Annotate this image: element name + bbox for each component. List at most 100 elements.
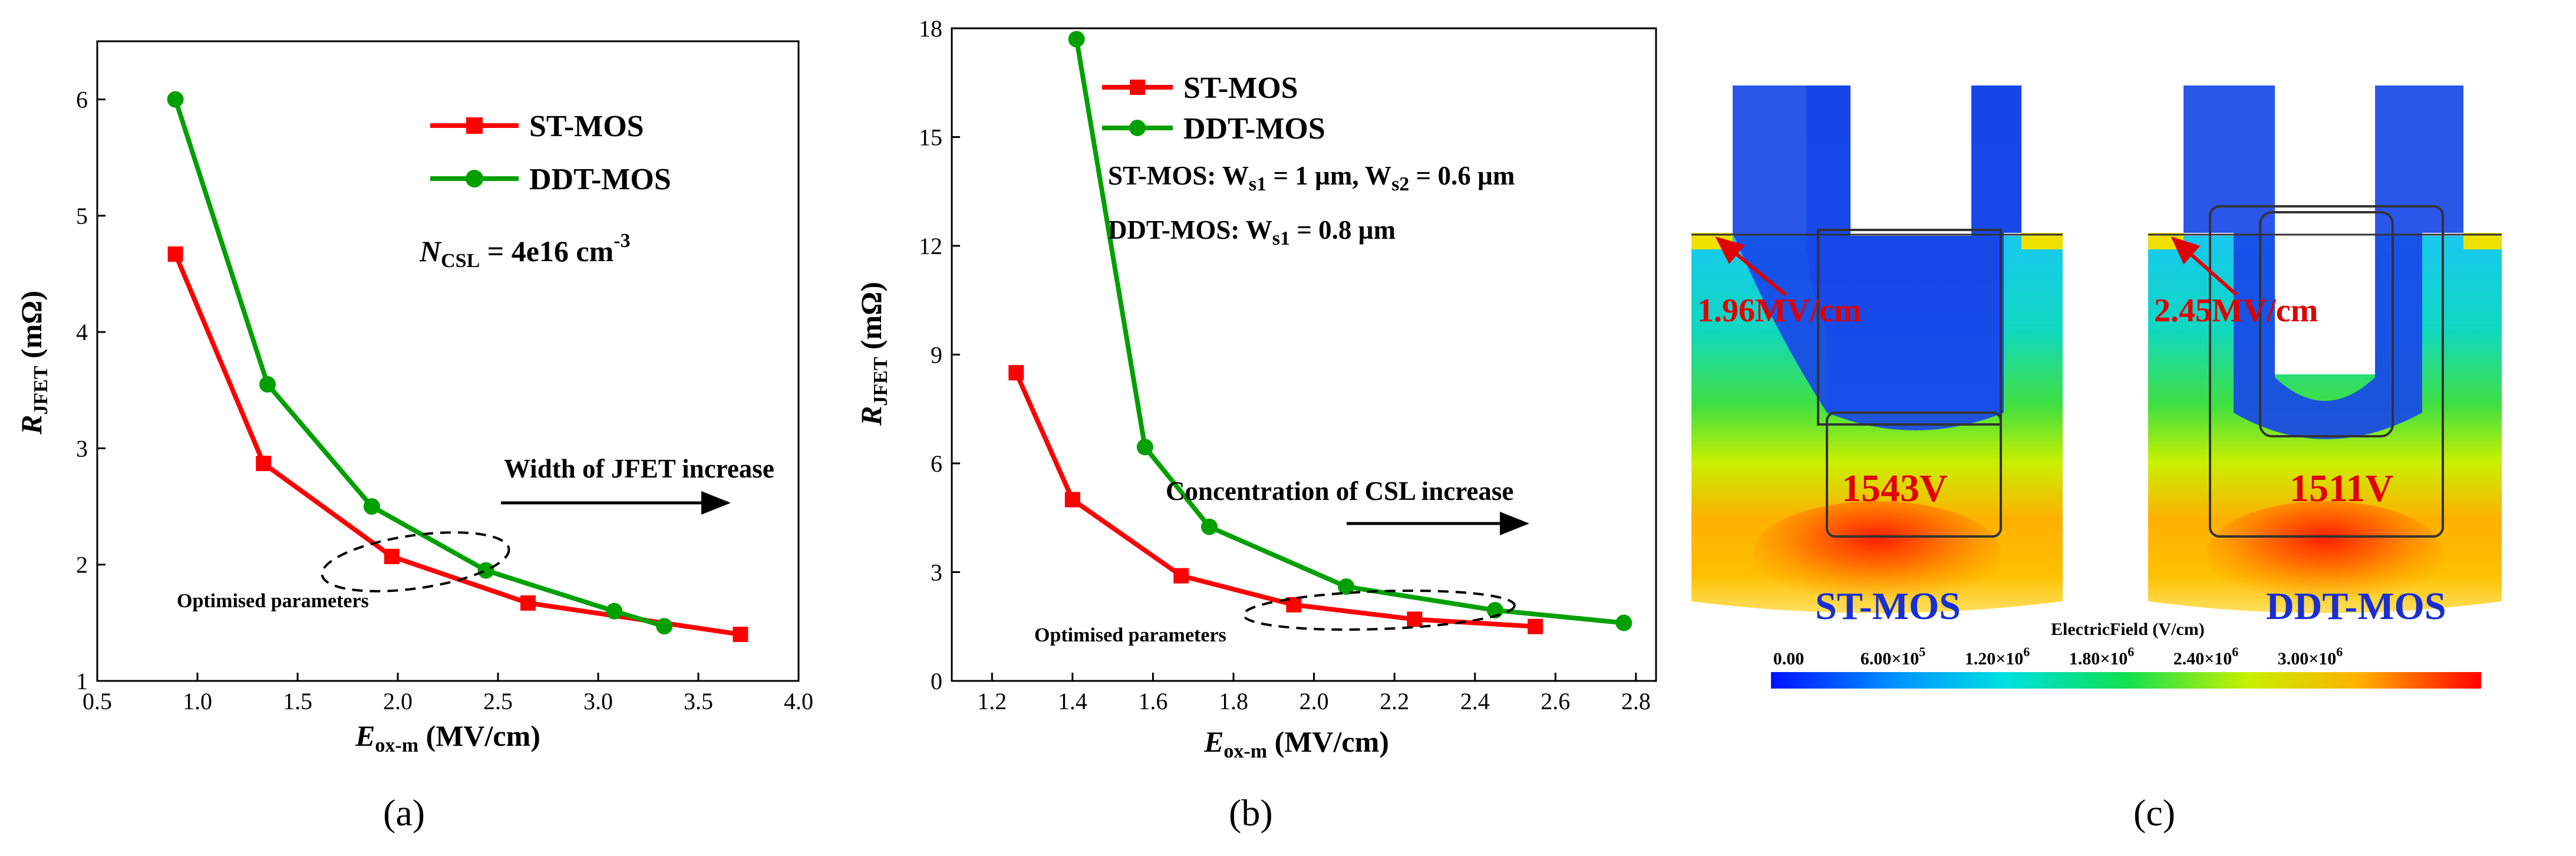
chart-a-y-tick-label: 2: [76, 552, 88, 578]
chart-a-x-tick-label: 1.5: [283, 688, 312, 715]
chart-a-y-tick-label: 3: [76, 435, 88, 462]
chart-b-y-tick-label: 18: [919, 15, 942, 42]
st-mos-peak-field: 1.96MV/cm: [1697, 292, 1861, 329]
chart-a-x-tick-label: 3.5: [684, 688, 713, 715]
chart-a-optimised-ellipse: [321, 531, 510, 592]
chart-b-optimised-ellipse: [1242, 590, 1516, 631]
chart-a-x-tick-label: 3.0: [583, 688, 613, 715]
chart-a-optimised-label: Optimised parameters: [177, 590, 369, 612]
chart-a-st-mos-point: [520, 595, 536, 611]
legend-b-ddt-marker: [1129, 120, 1146, 136]
ddt-mos-device-label: DDT-MOS: [2266, 585, 2446, 628]
colorbar: ElectricField (V/cm) 0.00 6.00×105 1.20×10…: [1771, 620, 2481, 689]
chart-b-y-tick-label: 9: [931, 342, 942, 368]
colorbar-tick-label: 1.80×106: [2069, 644, 2135, 669]
chart-a-x-tick-label: 4.0: [784, 688, 813, 715]
chart-a-st-mos-line: [173, 253, 741, 637]
panel-c-field-maps: 1.96MV/cm 1543V ST-MOS 2.45MV/cm 1511V D…: [1691, 85, 2502, 834]
chart-a-x-tick-label: 2.0: [383, 688, 413, 715]
chart-a-st-mos-point: [384, 548, 400, 564]
ddt-mos-shield-outline: [2209, 205, 2444, 538]
chart-b-st-mos-point: [1407, 611, 1423, 627]
chart-b-x-tick-label: 1.2: [977, 688, 1007, 715]
chart-b-st-mos-point: [1064, 492, 1080, 508]
ddt-mos-field-map: 2.45MV/cm 1511V DDT-MOS: [2148, 85, 2502, 628]
chart-a-frame: [96, 40, 800, 682]
chart-a-ncsl-annotation: NCSL = 4e16 cm-3: [419, 230, 631, 272]
chart-a-st-mos-point: [256, 456, 272, 472]
colorbar-tick-label: 6.00×105: [1861, 644, 1926, 669]
chart-a-x-axis-label: Eox-m (MV/cm): [355, 719, 540, 756]
ddt-mos-hotspot: [2207, 501, 2443, 607]
chart-a-ddt-mos-line: [173, 98, 665, 629]
colorbar-tick-label: 0.00: [1773, 649, 1805, 669]
chart-b-x-tick-label: 2.4: [1460, 688, 1490, 715]
chart-a-st-mos-point: [167, 246, 183, 262]
ddt-mos-field-arrow: [2171, 236, 2238, 297]
chart-a-ddt-mos-point: [167, 91, 184, 108]
st-mos-shield-outline: [1826, 411, 2002, 538]
chart-b-x-tick-label: 2.6: [1541, 688, 1570, 715]
chart-a-x-tick-label: 1.0: [183, 688, 212, 715]
chart-b-y-tick-label: 12: [919, 233, 942, 259]
chart-a-ddt-mos-point: [477, 562, 494, 579]
panel-a-label: (a): [383, 792, 425, 834]
chart-b-x-tick-label: 1.4: [1058, 688, 1087, 715]
legend-b-st-marker: [1130, 80, 1145, 95]
chart-b-ddt-mos-point: [1338, 578, 1355, 595]
colorbar-tick-label: 3.00×106: [2278, 644, 2343, 669]
st-mos-right-source: [2021, 233, 2063, 249]
chart-a-x-tick-label: 0.5: [83, 688, 112, 715]
chart-b-ddt-mos-point: [1136, 439, 1153, 456]
chart-b-ddt-mos-line: [1074, 38, 1624, 625]
chart-b-arrow-text: Concentration of CSL increase: [1166, 476, 1513, 506]
chart-a-y-tick-label: 6: [76, 87, 88, 113]
chart-b-x-tick-label: 2.2: [1380, 688, 1409, 715]
chart-a-ddt-mos-point: [656, 618, 673, 635]
colorbar-gradient: [1771, 672, 2481, 689]
colorbar-title: ElectricField (V/cm): [2051, 620, 2205, 639]
chart-b-st-mos-line: [1014, 371, 1536, 629]
st-mos-hotspot: [1753, 501, 2001, 607]
chart-b-st-mos-point: [1008, 365, 1024, 381]
legend-a-ddt-label: DDT-MOS: [529, 163, 671, 196]
st-mos-field-arrow: [1715, 236, 1787, 297]
chart-a-ddt-mos-point: [259, 376, 276, 393]
st-mos-breakdown-voltage: 1543V: [1842, 467, 1948, 510]
chart-a-ddt-mos-point: [606, 603, 623, 620]
chart-b-y-tick-label: 15: [919, 124, 942, 151]
colorbar-tick-label: 2.40×106: [2173, 644, 2239, 669]
ddt-mos-trench-gap: [2275, 85, 2375, 374]
chart-b: 1.2 1.4 1.6 1.8 2.0 2.2 2.4 2.6 2.8 0 3 6 9 12 15 18 Eo…: [855, 15, 1657, 834]
st-mos-device-label: ST-MOS: [1815, 585, 1961, 628]
st-mos-gate-outline: [1817, 229, 2002, 426]
st-mos-trench-gap: [1851, 85, 1971, 236]
chart-b-x-tick-label: 1.6: [1138, 688, 1167, 715]
chart-a-ddt-mos-point: [363, 498, 380, 515]
chart-a-y-tick-label: 1: [76, 668, 88, 694]
chart-b-ddt-mos-point: [1615, 614, 1632, 631]
chart-b-x-tick-label: 2.8: [1621, 688, 1651, 715]
chart-b-y-tick-label: 3: [931, 559, 942, 586]
legend-a-ddt-marker: [466, 170, 483, 187]
chart-a-x-tick-label: 2.5: [483, 688, 513, 715]
chart-b-st-mos-point: [1528, 618, 1543, 634]
st-mos-oxide: [1733, 85, 2021, 430]
chart-b-st-params: ST-MOS: Ws1 = 1 µm, Ws2 = 0.6 µm: [1108, 161, 1515, 195]
ddt-mos-gate-outline: [2259, 211, 2394, 437]
legend-b-st-label: ST-MOS: [1183, 71, 1298, 105]
panel-b-label: (b): [1229, 792, 1273, 834]
colorbar-tick-label: 1.20×106: [1965, 644, 2030, 669]
panel-c-label: (c): [2133, 792, 2175, 834]
legend-a-st-label: ST-MOS: [529, 110, 644, 143]
chart-b-x-axis-label: Eox-m (MV/cm): [1203, 725, 1389, 762]
ddt-mos-breakdown-voltage: 1511V: [2290, 467, 2393, 510]
chart-a-y-axis-label: RJFET (mΩ): [15, 291, 52, 435]
chart-a-arrow-text: Width of JFET increase: [504, 454, 774, 483]
chart-b-y-tick-label: 0: [931, 668, 942, 694]
chart-a-y-tick-label: 4: [76, 319, 88, 345]
legend-a-st-marker: [466, 117, 483, 134]
chart-a-y-tick-label: 5: [76, 203, 88, 229]
chart-a-st-mos-point: [733, 627, 748, 643]
